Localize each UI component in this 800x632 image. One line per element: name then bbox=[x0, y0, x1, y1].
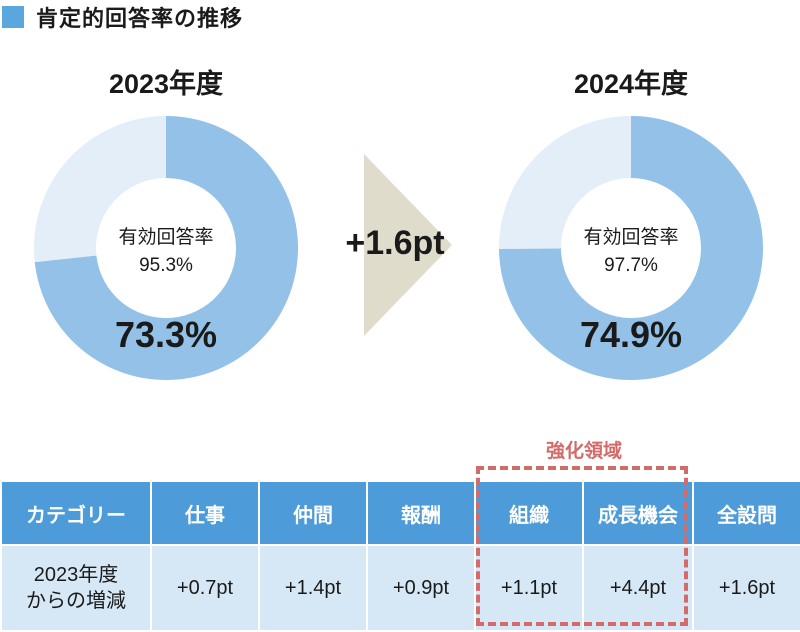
value-colleagues: +1.4pt bbox=[258, 544, 368, 632]
header-colleagues: 仲間 bbox=[258, 480, 368, 546]
table-header-row: カテゴリー 仕事 仲間 報酬 組織 成長機会 全設問 bbox=[0, 480, 800, 546]
row-label: 2023年度 からの増減 bbox=[0, 544, 152, 632]
row-label-line1: 2023年度 bbox=[33, 564, 119, 586]
header-work: 仕事 bbox=[150, 480, 260, 546]
value-reward: +0.9pt bbox=[366, 544, 476, 632]
value-label: 74.9% bbox=[579, 314, 683, 355]
donut-slice-positive bbox=[499, 116, 763, 380]
value-organization: +1.1pt bbox=[474, 544, 584, 632]
donut-chart-2023: 2023年度 有効回答率 95.3% 73.3% bbox=[16, 62, 316, 382]
header-organization: 組織 bbox=[474, 480, 584, 546]
arrow-shape bbox=[364, 154, 452, 336]
change-label: +1.6pt bbox=[345, 224, 445, 262]
header-square-icon bbox=[2, 6, 24, 28]
value-work: +0.7pt bbox=[150, 544, 260, 632]
donut-svg bbox=[33, 116, 298, 380]
section-header: 肯定的回答率の推移 bbox=[0, 0, 243, 34]
center-label: 有効回答率 bbox=[118, 227, 214, 248]
table-row: 2023年度 からの増減 +0.7pt +1.4pt +0.9pt +1.1pt… bbox=[0, 544, 800, 632]
section-title: 肯定的回答率の推移 bbox=[36, 6, 244, 31]
chart-title: 2023年度 bbox=[108, 69, 224, 99]
value-all-questions: +1.6pt bbox=[692, 544, 800, 632]
center-label: 有効回答率 bbox=[583, 227, 679, 248]
header-reward: 報酬 bbox=[366, 480, 476, 546]
donut-svg bbox=[499, 116, 763, 380]
focus-area-label: 強化領域 bbox=[545, 441, 622, 462]
header-growth: 成長機会 bbox=[582, 480, 694, 546]
donut-chart-2024: 2024年度 有効回答率 97.7% 74.9% bbox=[481, 62, 781, 382]
donut-slice-positive bbox=[34, 116, 298, 380]
donut-slice-remainder bbox=[499, 116, 631, 249]
summary-table: カテゴリー 仕事 仲間 報酬 組織 成長機会 全設問 2023年度 からの増減 … bbox=[0, 480, 800, 632]
row-label-line2: からの増減 bbox=[26, 590, 126, 612]
center-value: 95.3% bbox=[139, 255, 193, 276]
chart-title: 2024年度 bbox=[573, 69, 689, 99]
value-label: 73.3% bbox=[114, 314, 218, 355]
donut-slice-remainder bbox=[33, 116, 166, 263]
center-value: 97.7% bbox=[604, 255, 658, 276]
value-growth: +4.4pt bbox=[582, 544, 694, 632]
arrow-icon bbox=[364, 154, 452, 336]
header-all-questions: 全設問 bbox=[692, 480, 800, 546]
header-category: カテゴリー bbox=[0, 480, 152, 546]
